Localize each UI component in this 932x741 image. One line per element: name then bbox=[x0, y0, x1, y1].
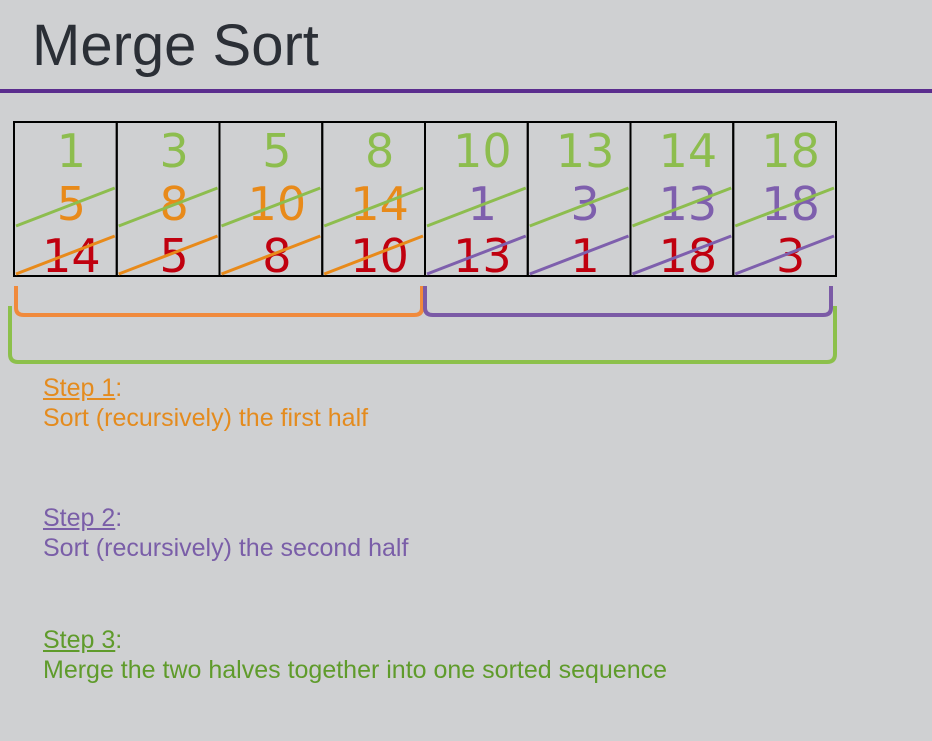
original-value: 14 bbox=[42, 229, 101, 283]
array-cell: 81410 bbox=[321, 121, 426, 283]
sorted-value: 3 bbox=[159, 124, 188, 178]
sorted-value: 14 bbox=[659, 124, 718, 178]
array-cell: 1514 bbox=[13, 121, 118, 283]
step-1: Step 1: Sort (recursively) the first hal… bbox=[43, 373, 368, 433]
array-cell: 1331 bbox=[526, 121, 632, 283]
strike-line bbox=[323, 186, 424, 228]
second-half-bracket bbox=[423, 286, 833, 317]
strike-line bbox=[529, 186, 630, 228]
step-1-heading: Step 1 bbox=[43, 374, 116, 402]
sorted-value: 10 bbox=[453, 124, 512, 178]
sorted-value: 5 bbox=[262, 124, 291, 178]
step-1-colon: : bbox=[115, 374, 123, 402]
strike-line bbox=[426, 186, 527, 228]
step-2-text: Sort (recursively) the second half bbox=[43, 534, 409, 562]
array-cell: 141318 bbox=[629, 121, 735, 283]
strike-line bbox=[734, 234, 835, 276]
sorted-value: 13 bbox=[556, 124, 615, 178]
strike-line bbox=[323, 234, 424, 276]
step-3-heading: Step 3 bbox=[43, 626, 116, 654]
whole-array-bracket bbox=[8, 306, 837, 364]
strike-line bbox=[426, 234, 527, 276]
strike-line bbox=[118, 234, 219, 276]
array-cell: 5108 bbox=[218, 121, 324, 283]
step-3: Step 3: Merge the two halves together in… bbox=[43, 625, 667, 685]
sorted-value: 1 bbox=[57, 124, 86, 178]
page-title: Merge Sort bbox=[32, 13, 319, 78]
step-1-text: Sort (recursively) the first half bbox=[43, 404, 369, 432]
strike-line bbox=[631, 234, 732, 276]
title-underline bbox=[0, 89, 932, 93]
original-value: 18 bbox=[659, 229, 718, 283]
strike-line bbox=[118, 186, 219, 228]
first-half-bracket bbox=[14, 286, 424, 317]
original-value: 10 bbox=[350, 229, 409, 283]
strike-line bbox=[529, 234, 630, 276]
array-cell: 10113 bbox=[424, 121, 529, 283]
step-3-colon: : bbox=[115, 626, 123, 654]
sorted-value: 8 bbox=[365, 124, 394, 178]
step-2-heading: Step 2 bbox=[43, 504, 116, 532]
sorted-value: 18 bbox=[761, 124, 820, 178]
array-cell: 385 bbox=[115, 121, 221, 283]
strike-line bbox=[220, 234, 321, 276]
strike-line bbox=[220, 186, 321, 228]
step-2-colon: : bbox=[115, 504, 123, 532]
strike-line bbox=[631, 186, 732, 228]
strike-line bbox=[734, 186, 835, 228]
step-2: Step 2: Sort (recursively) the second ha… bbox=[43, 503, 408, 563]
strike-line bbox=[15, 234, 116, 276]
original-value: 13 bbox=[453, 229, 512, 283]
strike-line bbox=[15, 186, 116, 228]
step-3-text: Merge the two halves together into one s… bbox=[43, 656, 668, 684]
